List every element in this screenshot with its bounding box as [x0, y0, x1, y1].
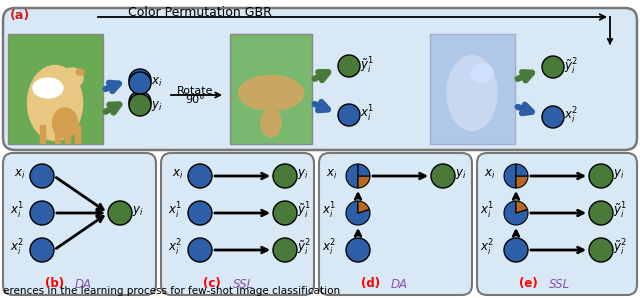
Circle shape [273, 238, 297, 262]
Text: (c): (c) [203, 277, 221, 291]
Ellipse shape [52, 108, 77, 138]
Text: $\tilde{y}_i^2$: $\tilde{y}_i^2$ [297, 238, 311, 258]
Circle shape [129, 72, 151, 94]
Text: $\tilde{y}_i^1$: $\tilde{y}_i^1$ [297, 201, 311, 221]
Circle shape [30, 164, 54, 188]
FancyBboxPatch shape [3, 153, 156, 295]
Text: $x_i^1$: $x_i^1$ [168, 201, 182, 221]
Text: $x_i$: $x_i$ [14, 167, 26, 181]
Wedge shape [516, 176, 528, 188]
Bar [8, 34, 103, 144]
Circle shape [273, 201, 297, 225]
Text: DA: DA [75, 277, 92, 291]
Text: $x_i^1$: $x_i^1$ [360, 104, 374, 124]
Text: $x_i$: $x_i$ [172, 167, 184, 181]
Circle shape [589, 238, 613, 262]
Text: $\tilde{y}_i^2$: $\tilde{y}_i^2$ [564, 57, 578, 77]
Text: DA: DA [391, 277, 408, 291]
Circle shape [188, 201, 212, 225]
Bar [55, 125, 60, 143]
Text: $x_i^1$: $x_i^1$ [10, 201, 24, 221]
Ellipse shape [471, 64, 493, 82]
Text: (a): (a) [10, 9, 30, 21]
FancyBboxPatch shape [477, 153, 637, 295]
Text: $x_i^1$: $x_i^1$ [480, 201, 494, 221]
Text: $x_i$: $x_i$ [151, 75, 163, 89]
Circle shape [129, 94, 151, 116]
Text: erences in the learning process for few-shot image classification: erences in the learning process for few-… [3, 286, 340, 296]
Circle shape [273, 164, 297, 188]
Text: (b): (b) [45, 277, 64, 291]
Wedge shape [516, 201, 527, 213]
Ellipse shape [447, 55, 497, 131]
Text: $\tilde{y}_i^1$: $\tilde{y}_i^1$ [613, 201, 627, 221]
Text: $x_i^2$: $x_i^2$ [564, 106, 579, 126]
Text: (d): (d) [361, 277, 380, 291]
Circle shape [589, 201, 613, 225]
Wedge shape [358, 176, 370, 188]
Wedge shape [346, 164, 358, 188]
Circle shape [338, 55, 360, 77]
Bar [40, 125, 45, 143]
Text: $\tilde{y}_i^2$: $\tilde{y}_i^2$ [613, 238, 627, 258]
Circle shape [542, 106, 564, 128]
Circle shape [188, 238, 212, 262]
Text: $x_i^2$: $x_i^2$ [168, 238, 182, 258]
Wedge shape [504, 164, 516, 188]
Ellipse shape [76, 69, 84, 75]
Circle shape [108, 201, 132, 225]
Wedge shape [516, 164, 528, 176]
Wedge shape [504, 201, 528, 225]
Circle shape [188, 164, 212, 188]
Text: $y_i$: $y_i$ [132, 204, 143, 218]
Text: SSL: SSL [233, 277, 254, 291]
Ellipse shape [261, 109, 281, 137]
FancyBboxPatch shape [161, 153, 314, 295]
Text: $\tilde{y}_i^1$: $\tilde{y}_i^1$ [360, 56, 374, 76]
Text: $x_i$: $x_i$ [326, 167, 337, 181]
Bar [230, 34, 312, 144]
Circle shape [338, 104, 360, 126]
Ellipse shape [28, 66, 83, 140]
Text: Rotate: Rotate [177, 86, 213, 96]
Text: $y_i$: $y_i$ [613, 167, 625, 181]
Text: SSL: SSL [549, 277, 570, 291]
Circle shape [30, 238, 54, 262]
Circle shape [542, 56, 564, 78]
Wedge shape [358, 201, 369, 213]
Ellipse shape [61, 68, 83, 88]
Text: $x_i^2$: $x_i^2$ [480, 238, 494, 258]
Text: Color Permutation GBR: Color Permutation GBR [128, 5, 272, 18]
Text: $y_i$: $y_i$ [151, 99, 163, 113]
Ellipse shape [239, 75, 303, 111]
Circle shape [129, 91, 151, 113]
Ellipse shape [33, 78, 63, 98]
FancyBboxPatch shape [319, 153, 472, 295]
FancyBboxPatch shape [3, 8, 637, 150]
Text: (e): (e) [519, 277, 538, 291]
Circle shape [431, 164, 455, 188]
Bar [430, 34, 515, 144]
Text: 90°: 90° [185, 95, 205, 105]
Text: $x_i^2$: $x_i^2$ [10, 238, 24, 258]
Text: $y_i$: $y_i$ [297, 167, 308, 181]
Bar [65, 125, 70, 143]
Circle shape [129, 69, 151, 91]
Wedge shape [358, 164, 370, 176]
Text: $x_i$: $x_i$ [484, 167, 495, 181]
Bar [75, 125, 80, 143]
Wedge shape [346, 201, 370, 225]
Circle shape [346, 238, 370, 262]
Circle shape [30, 201, 54, 225]
Text: $x_i^2$: $x_i^2$ [322, 238, 336, 258]
Circle shape [589, 164, 613, 188]
Text: $x_i^1$: $x_i^1$ [322, 201, 337, 221]
Text: $y_i$: $y_i$ [455, 167, 467, 181]
Circle shape [504, 238, 528, 262]
